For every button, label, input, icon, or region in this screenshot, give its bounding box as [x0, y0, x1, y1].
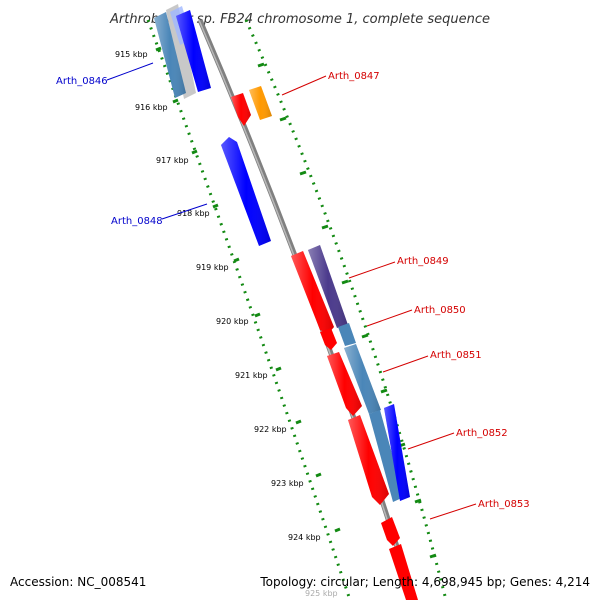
gene-label-arth-0847[interactable]: Arth_0847	[328, 71, 380, 82]
gene-steelblue-920[interactable]	[338, 323, 356, 346]
gene-label-arth-0848[interactable]: Arth_0848	[111, 216, 163, 227]
gene-red-925[interactable]	[389, 544, 418, 600]
gene-label-arth-0851[interactable]: Arth_0851	[430, 350, 482, 361]
gene-label-arth-0852[interactable]: Arth_0852	[456, 428, 508, 439]
tick-label-922: 922 kbp	[254, 425, 287, 434]
tick-label-915: 915 kbp	[115, 50, 148, 59]
gene-arth-0850[interactable]	[320, 328, 337, 350]
gene-label-arth-0849[interactable]: Arth_0849	[397, 256, 449, 267]
tick-label-918: 918 kbp	[177, 209, 210, 218]
outer-major-ticks	[257, 62, 437, 559]
gene-steelblue-922[interactable]	[369, 410, 404, 502]
gene-labels: Arth_0846 Arth_0847 Arth_0848 Arth_0849 …	[56, 71, 530, 510]
chromosome-backbone	[197, 19, 417, 600]
tick-label-925: 925 kbp	[305, 589, 338, 598]
sequence-summary-text: Topology: circular; Length: 4,698,945 bp…	[259, 575, 590, 589]
forward-genes	[231, 86, 418, 600]
reverse-genes	[154, 4, 271, 246]
tick-label-917: 917 kbp	[156, 156, 189, 165]
tick-label-924: 924 kbp	[288, 533, 321, 542]
map-title: Arthrobacter sp. FB24 chromosome 1, comp…	[109, 12, 490, 27]
accession-text: Accession: NC_008541	[10, 575, 146, 589]
tick-label-923: 923 kbp	[271, 479, 304, 488]
tick-label-920: 920 kbp	[216, 317, 249, 326]
gene-label-arth-0850[interactable]: Arth_0850	[414, 305, 466, 316]
gene-arth-0853[interactable]	[381, 517, 400, 546]
gene-label-arth-0846[interactable]: Arth_0846	[56, 76, 108, 87]
tick-label-916: 916 kbp	[135, 103, 168, 112]
gene-arth-0846-shadow[interactable]	[166, 4, 196, 99]
tick-label-921: 921 kbp	[235, 371, 268, 380]
inner-major-ticks	[155, 46, 341, 533]
tick-label-919: 919 kbp	[196, 263, 229, 272]
tick-labels: 915 kbp 916 kbp 917 kbp 918 kbp 919 kbp …	[115, 50, 338, 598]
gene-label-arth-0853[interactable]: Arth_0853	[478, 499, 530, 510]
label-leaders	[106, 62, 477, 520]
